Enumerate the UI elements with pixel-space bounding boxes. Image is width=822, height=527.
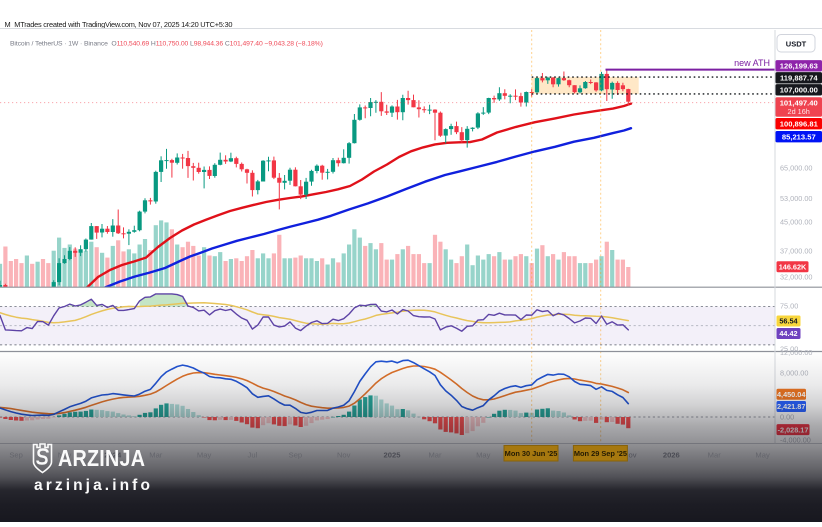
svg-text:Nov: Nov (337, 451, 351, 460)
svg-text:May: May (755, 451, 770, 460)
svg-text:107,000.00: 107,000.00 (780, 86, 818, 95)
svg-text:75.00: 75.00 (780, 301, 798, 310)
svg-text:101,497.40: 101,497.40 (780, 98, 818, 107)
svg-text:Mar: Mar (149, 451, 163, 460)
svg-text:2025: 2025 (384, 451, 402, 460)
svg-text:Mon 29 Sep '25: Mon 29 Sep '25 (574, 449, 627, 458)
svg-text:Mar: Mar (428, 451, 442, 460)
svg-text:Jul: Jul (248, 451, 258, 460)
svg-text:44.42: 44.42 (779, 329, 797, 338)
svg-text:32,000.00: 32,000.00 (780, 273, 812, 282)
svg-text:Mon 30 Jun '25: Mon 30 Jun '25 (505, 449, 558, 458)
svg-text:Mar: Mar (708, 451, 722, 460)
svg-text:53,000.00: 53,000.00 (780, 194, 812, 203)
svg-text:arzinja.info: arzinja.info (34, 477, 153, 494)
svg-text:65,000.00: 65,000.00 (780, 164, 812, 173)
svg-text:May: May (476, 451, 491, 460)
svg-text:Sep: Sep (289, 451, 303, 460)
svg-text:2d 16h: 2d 16h (788, 107, 810, 116)
svg-text:119,887.74: 119,887.74 (780, 74, 818, 83)
svg-text:56.54: 56.54 (779, 317, 798, 326)
svg-text:45,000.00: 45,000.00 (780, 218, 812, 227)
svg-text:ARZINJA: ARZINJA (58, 444, 145, 471)
svg-text:100,896.81: 100,896.81 (780, 119, 819, 128)
svg-text:Sep: Sep (9, 451, 23, 460)
svg-text:37,000.00: 37,000.00 (780, 247, 812, 256)
svg-text:126,199.63: 126,199.63 (780, 62, 818, 71)
svg-text:146.62K: 146.62K (779, 263, 807, 272)
svg-text:new ATH: new ATH (734, 58, 770, 68)
svg-text:M_MTrades created with Trading: M_MTrades created with TradingView.com, … (5, 20, 233, 29)
svg-text:85,213.57: 85,213.57 (782, 132, 816, 141)
svg-text:ov: ov (629, 451, 637, 460)
svg-text:May: May (197, 451, 212, 460)
svg-text:2026: 2026 (663, 451, 680, 460)
svg-text:Bitcoin / TetherUS · 1W · Bina: Bitcoin / TetherUS · 1W · Binance O110,5… (10, 40, 323, 47)
svg-text:USDT: USDT (786, 40, 807, 49)
